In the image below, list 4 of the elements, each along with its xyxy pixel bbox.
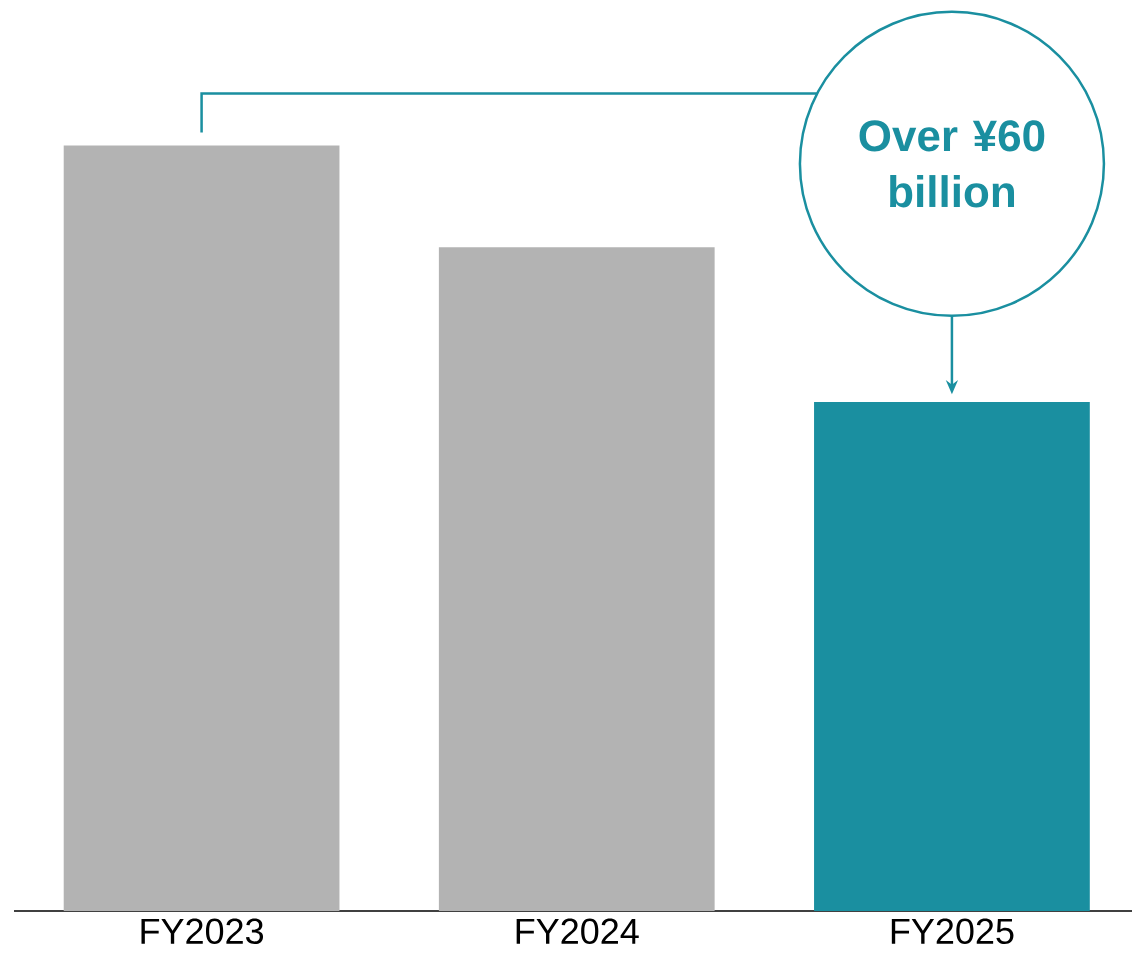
x-tick-label: FY2024 (516, 918, 639, 945)
x-tick-label: FY2023 (141, 918, 264, 945)
x-tick-label: FY2025 (891, 918, 1014, 945)
annotation: Over ¥60 billion (859, 120, 1045, 208)
